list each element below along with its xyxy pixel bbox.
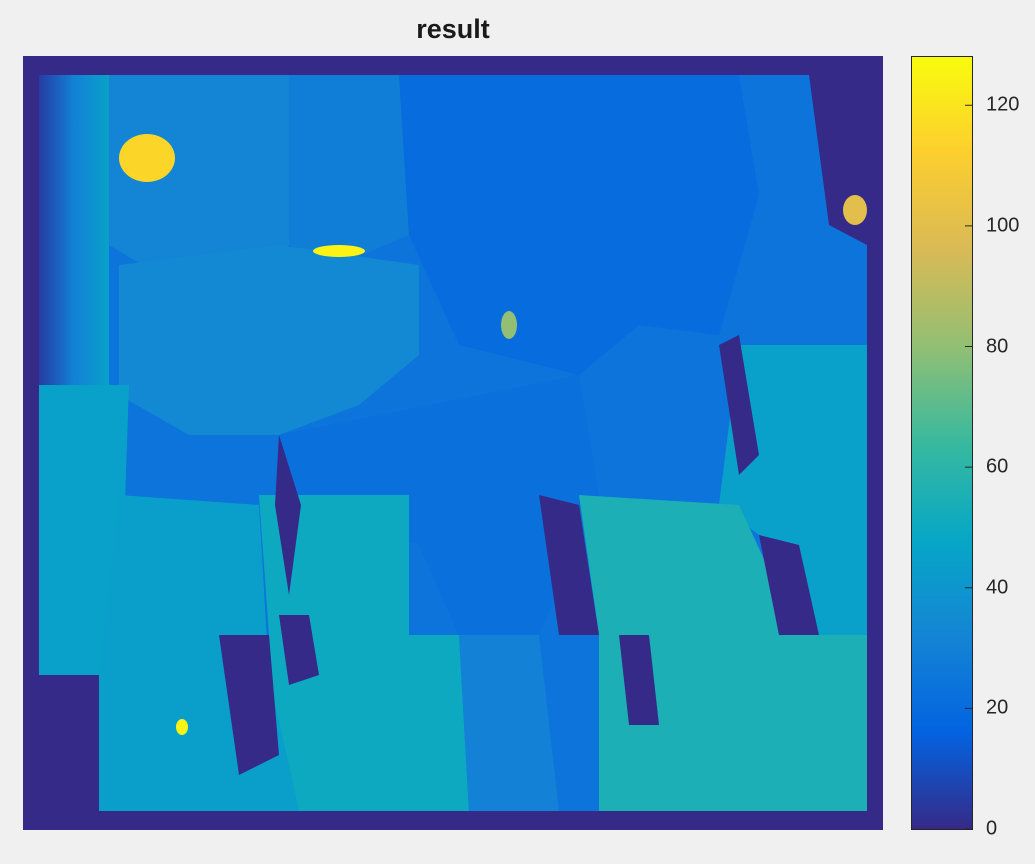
heatmap-gap-3 [759, 535, 819, 635]
heatmap-hotspot-topleft [119, 134, 175, 182]
heatmap-svg [39, 75, 867, 811]
heatmap-hotspot-green [501, 311, 517, 339]
heatmap-region-right-mid [719, 345, 867, 635]
heatmap-region-topmid-left [289, 75, 409, 265]
heatmap-region-upper-middle [399, 75, 759, 375]
heatmap-gap-2 [539, 495, 599, 635]
heatmap-gap-6 [619, 635, 659, 725]
heatmap-gap-5 [279, 615, 319, 685]
heatmap-region-left-mid [119, 245, 419, 435]
colorbar-gradient [912, 57, 972, 830]
colorbar-tick-label: 80 [986, 335, 1009, 357]
chart-title: result [416, 14, 490, 44]
heatmap-left-gradient [39, 75, 109, 385]
colorbar-tick-label: 0 [986, 817, 998, 840]
heatmap-region-left-column [39, 385, 129, 675]
heatmap-gap-8 [39, 675, 99, 811]
colorbar-tick-label: 20 [986, 696, 1009, 719]
heatmap-hotspot-lower [176, 719, 188, 735]
heatmap-image [39, 75, 867, 811]
heatmap-region-lower-right [579, 495, 867, 811]
heatmap-hotspot-right [843, 195, 867, 225]
heatmap-hotspot-streak [313, 245, 365, 257]
heatmap-region-lower-left [259, 495, 469, 811]
colorbar-fill [912, 57, 972, 829]
heatmap-gap-4 [219, 635, 279, 775]
heatmap-gap-9 [719, 335, 759, 475]
colorbar [911, 56, 973, 830]
colorbar-tick-label: 60 [986, 455, 1009, 478]
heatmap-gap-1 [275, 435, 301, 595]
colorbar-tick-label: 100 [986, 214, 1020, 237]
heatmap-region-topleft [109, 75, 289, 275]
colorbar-tick-label: 120 [986, 93, 1020, 116]
heatmap-region-center [279, 375, 599, 635]
heatmap-region-lower-center [459, 635, 559, 811]
colorbar-tick-label: 40 [986, 576, 1009, 599]
